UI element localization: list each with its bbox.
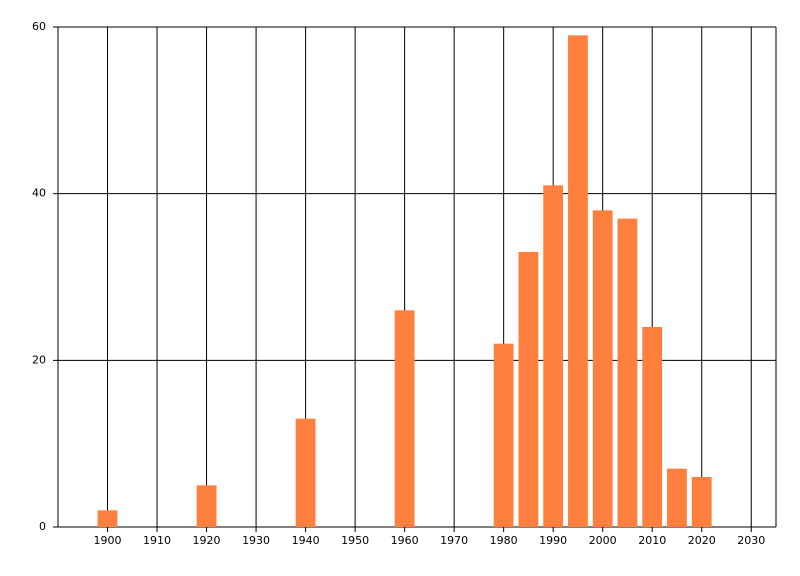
x-tick-label: 1990 — [539, 534, 567, 547]
bar — [568, 35, 588, 527]
x-tick-label: 2030 — [737, 534, 765, 547]
y-tick-label: 40 — [32, 187, 46, 200]
bar — [97, 510, 118, 527]
x-tick-label: 1950 — [341, 534, 369, 547]
bar — [196, 485, 217, 527]
x-tick-label: 2010 — [638, 534, 666, 547]
x-tick-label: 2000 — [589, 534, 617, 547]
y-tick-label: 60 — [32, 20, 46, 33]
bar — [617, 218, 638, 527]
bar — [691, 477, 712, 527]
x-tick-label: 1930 — [242, 534, 270, 547]
bar — [642, 327, 663, 527]
bar — [592, 210, 613, 528]
bar — [667, 468, 687, 527]
bar — [543, 185, 564, 528]
y-tick-label: 0 — [39, 520, 46, 533]
x-tick-label: 1910 — [143, 534, 171, 547]
y-tick-label: 20 — [32, 353, 46, 366]
x-tick-label: 1920 — [193, 534, 221, 547]
bar — [518, 252, 539, 527]
x-tick-label: 1900 — [94, 534, 122, 547]
bar — [493, 343, 514, 527]
x-tick-label: 1970 — [440, 534, 468, 547]
bar — [394, 310, 415, 527]
bar — [295, 418, 316, 527]
x-tick-label: 1940 — [292, 534, 320, 547]
x-tick-label: 2020 — [688, 534, 716, 547]
x-tick-label: 1980 — [490, 534, 518, 547]
x-tick-label: 1960 — [391, 534, 419, 547]
